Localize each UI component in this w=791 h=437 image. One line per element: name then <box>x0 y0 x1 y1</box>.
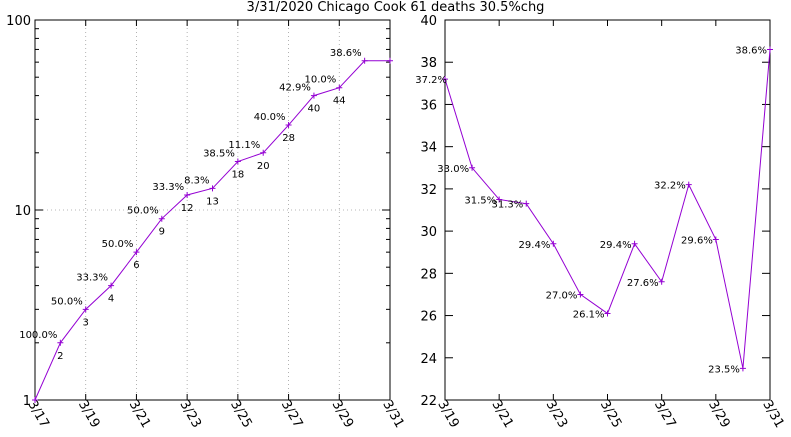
data-point <box>739 365 746 372</box>
y-tick-label: 28 <box>420 267 437 282</box>
y-tick-label: 100 <box>6 14 31 29</box>
count-label: 3 <box>83 317 89 328</box>
y-tick-label: 26 <box>420 310 437 325</box>
data-point <box>336 84 343 91</box>
x-tick-label: 3/29 <box>705 398 733 431</box>
x-tick-label: 3/25 <box>597 398 625 431</box>
pct-label: 29.4% <box>519 240 551 251</box>
pct-label: 50.0% <box>127 206 159 217</box>
pct-label: 23.5% <box>708 364 740 375</box>
data-point <box>604 310 611 317</box>
pct-label: 32.2% <box>654 181 686 192</box>
data-point <box>57 339 64 346</box>
pct-label: 40.0% <box>254 112 286 123</box>
x-tick-label: 3/19 <box>434 398 462 431</box>
data-point <box>712 236 719 243</box>
count-label: 40 <box>308 104 321 115</box>
pct-label: 26.1% <box>573 309 605 320</box>
count-label: 2 <box>57 351 63 362</box>
pct-label: 38.5% <box>203 148 235 159</box>
pct-label: 27.6% <box>627 278 659 289</box>
pct-label: 33.3% <box>76 273 108 284</box>
chart-title: 3/31/2020 Chicago Cook 61 deaths 30.5%ch… <box>246 0 545 15</box>
data-point <box>577 291 584 298</box>
pct-label: 33.0% <box>437 164 469 175</box>
data-point <box>158 215 165 222</box>
pct-label: 31.5% <box>464 195 496 206</box>
data-point <box>133 249 140 256</box>
data-point <box>234 158 241 165</box>
count-label: 20 <box>257 161 270 172</box>
data-point <box>442 76 448 83</box>
count-label: 9 <box>159 227 165 238</box>
pct-label: 50.0% <box>102 239 134 250</box>
pct-label: 38.6% <box>330 48 362 59</box>
pct-label: 31.3% <box>491 200 523 211</box>
pct-label: 37.2% <box>415 75 447 86</box>
pct-label: 29.4% <box>600 240 632 251</box>
y-tick-label: 24 <box>420 352 437 367</box>
data-point <box>32 397 38 403</box>
y-tick-label: 22 <box>420 394 437 409</box>
count-label: 44 <box>333 96 346 107</box>
data-point <box>260 149 267 156</box>
x-tick-label: 3/31 <box>759 398 787 431</box>
data-point <box>767 46 773 53</box>
data-point <box>209 185 216 192</box>
pct-label: 38.6% <box>735 46 767 57</box>
data-point <box>361 57 368 64</box>
data-point <box>496 196 503 203</box>
pct-label: 29.6% <box>681 236 713 247</box>
data-point <box>310 92 317 99</box>
count-label: 12 <box>181 203 194 214</box>
data-point <box>108 282 115 289</box>
pct-label: 33.3% <box>152 182 184 193</box>
y-tick-label: 40 <box>420 14 437 29</box>
pct-label: 50.0% <box>51 296 83 307</box>
count-label: 4 <box>108 294 114 305</box>
x-tick-label: 3/23 <box>543 398 571 431</box>
y-tick-label: 36 <box>420 98 437 113</box>
plot-frame <box>34 19 391 401</box>
data-point <box>685 181 692 188</box>
y-tick-label: 38 <box>420 56 437 71</box>
data-point <box>523 200 530 207</box>
pct-label: 11.1% <box>228 140 260 151</box>
data-point <box>285 122 292 129</box>
x-tick-label: 3/27 <box>651 398 679 431</box>
plot-frame <box>444 19 771 401</box>
y-tick-label: 34 <box>420 141 437 156</box>
count-label: 28 <box>282 133 295 144</box>
pct-label: 10.0% <box>305 75 337 86</box>
y-tick-label: 32 <box>420 183 437 198</box>
data-point <box>658 278 665 285</box>
data-point <box>82 306 89 313</box>
y-tick-label: 30 <box>420 225 437 240</box>
count-label: 13 <box>206 196 219 207</box>
count-label: 18 <box>231 169 244 180</box>
data-point <box>550 240 557 247</box>
y-tick-label: 1 <box>23 394 31 409</box>
data-point <box>631 240 638 247</box>
data-point <box>184 191 191 198</box>
count-label: 6 <box>133 260 139 271</box>
y-tick-label: 10 <box>14 204 31 219</box>
pct-label: 100.0% <box>19 330 57 341</box>
pct-label: 8.3% <box>184 175 209 186</box>
pct-label: 42.9% <box>279 83 311 94</box>
data-point <box>469 164 476 171</box>
x-tick-label: 3/21 <box>488 398 516 431</box>
pct-label: 27.0% <box>546 290 578 301</box>
data-point <box>387 57 393 64</box>
